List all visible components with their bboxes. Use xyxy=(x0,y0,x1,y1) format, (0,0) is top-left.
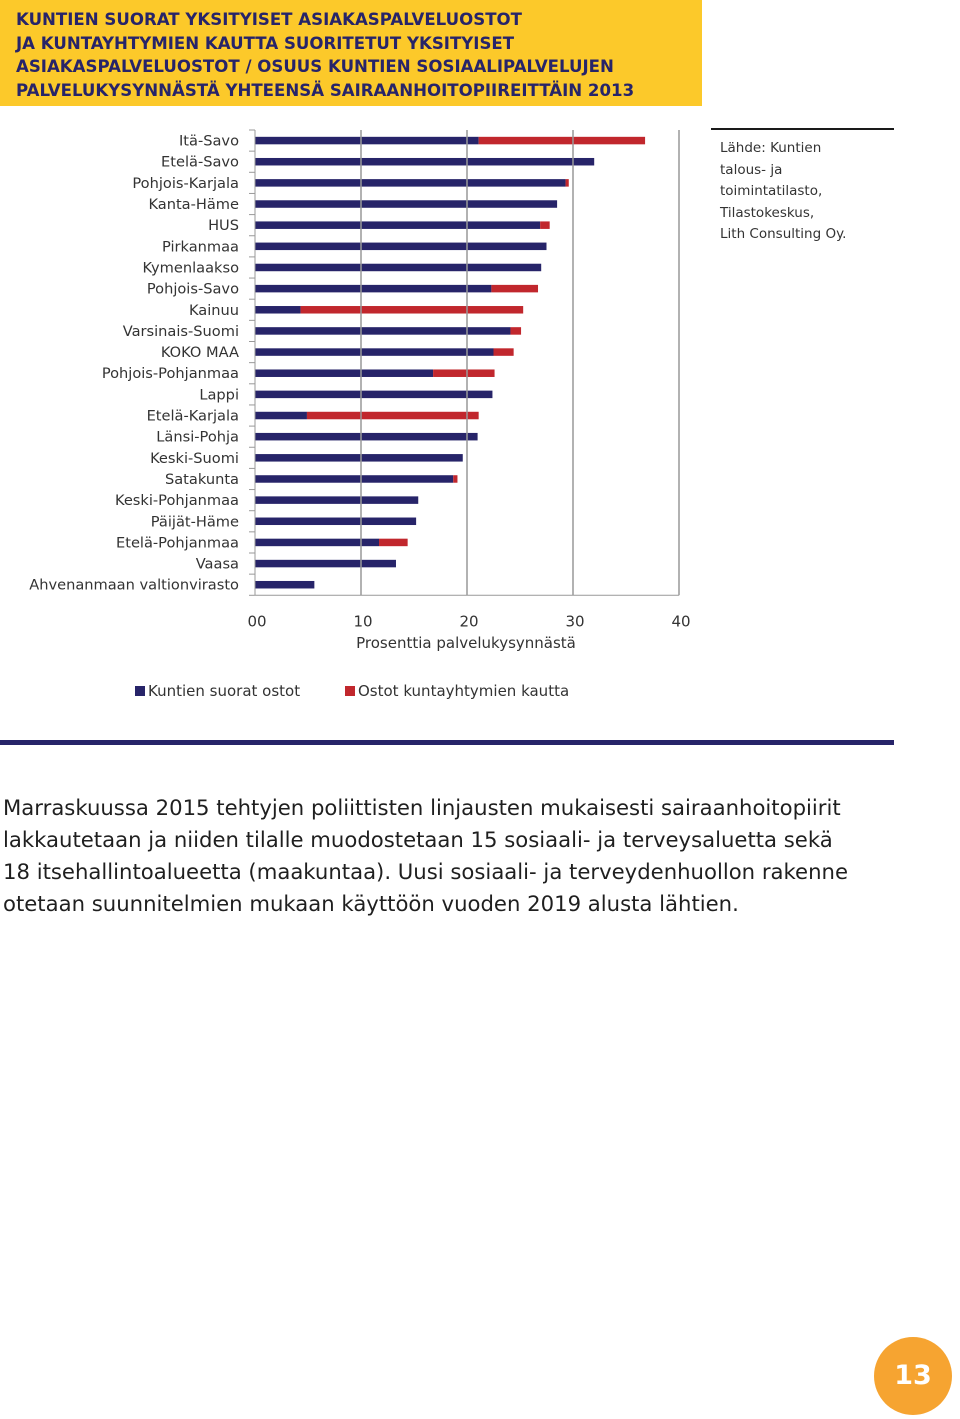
bar-direct xyxy=(255,263,542,272)
bar-federation xyxy=(510,327,522,335)
bar-federation xyxy=(478,136,646,145)
bar-direct xyxy=(255,411,307,420)
category-label: Varsinais-Suomi xyxy=(123,323,239,340)
divider-rule xyxy=(0,740,894,745)
bar-direct xyxy=(255,454,463,462)
category-label: KOKO MAA xyxy=(161,344,239,361)
bar-federation xyxy=(491,284,539,293)
bar-federation xyxy=(540,221,550,229)
bar-federation xyxy=(493,348,514,356)
category-label: Lappi xyxy=(199,386,239,403)
legend-item-direct: Kuntien suorat ostot xyxy=(135,682,300,700)
category-label: Päijät-Häme xyxy=(151,513,239,530)
bar-direct xyxy=(255,136,479,145)
axes xyxy=(249,129,680,596)
category-label: Etelä-Savo xyxy=(161,154,239,171)
x-tick-label: 30 xyxy=(565,612,584,630)
legend-swatch-direct xyxy=(135,686,145,696)
bar-direct xyxy=(255,327,511,335)
x-tick-labels: 00 10 20 30 40 xyxy=(247,612,690,630)
category-label: Kymenlaakso xyxy=(142,259,239,276)
source-line: Tilastokeskus, xyxy=(720,204,815,221)
category-label: Länsi-Pohja xyxy=(156,429,239,446)
x-tick-label: 10 xyxy=(353,612,372,630)
body-line: otetaan suunnitelmien mukaan käyttöön vu… xyxy=(3,891,739,916)
category-label: Keski-Pohjanmaa xyxy=(115,492,239,509)
source-line: Lith Consulting Oy. xyxy=(720,226,847,242)
bar-direct xyxy=(255,348,494,356)
chart-title-line-3: ASIAKASPALVELUOSTOT / OSUUS KUNTIEN SOSI… xyxy=(16,57,614,76)
category-label: Itä-Savo xyxy=(179,133,239,150)
bar-direct xyxy=(255,369,434,377)
chart-title-box: KUNTIEN SUORAT YKSITYISET ASIAKASPALVELU… xyxy=(0,0,702,106)
category-label: Pohjois-Karjala xyxy=(132,175,239,192)
bar-group xyxy=(255,136,646,589)
bar-federation xyxy=(565,179,569,187)
category-label: Kainuu xyxy=(189,302,239,319)
body-line: lakkautetaan ja niiden tilalle muodostet… xyxy=(3,827,833,852)
body-line: 18 itsehallintoalueetta (maakuntaa). Uus… xyxy=(3,859,848,884)
bar-federation xyxy=(453,475,458,483)
bar-federation xyxy=(306,411,479,420)
x-tick-label: 20 xyxy=(459,612,478,630)
legend-item-federation: Ostot kuntayhtymien kautta xyxy=(345,682,569,700)
bar-federation xyxy=(433,369,495,377)
bar-federation xyxy=(300,306,524,314)
category-label: Pirkanmaa xyxy=(162,238,239,255)
category-labels: Itä-Savo Etelä-Savo Pohjois-Karjala Kanta-H… xyxy=(29,133,239,594)
category-label: Ahvenanmaan valtionvirasto xyxy=(29,577,239,594)
x-tick-label: 00 xyxy=(247,612,266,630)
category-label: Satakunta xyxy=(165,471,239,488)
category-label: Pohjois-Pohjanmaa xyxy=(102,365,239,382)
source-line: talous- ja xyxy=(720,161,783,178)
x-axis-title: Prosenttia palvelukysynnästä xyxy=(356,634,576,652)
legend-label-federation: Ostot kuntayhtymien kautta xyxy=(358,682,570,700)
x-tick-label: 40 xyxy=(671,612,690,630)
chart-title-line-2: JA KUNTAYHTYMIEN KAUTTA SUORITETUT YKSIT… xyxy=(16,33,515,53)
stacked-bar-chart: Itä-Savo Etelä-Savo Pohjois-Karjala Kanta-H… xyxy=(29,129,691,652)
source-note: Lähde: Kuntien talous- ja toimintatilast… xyxy=(711,128,894,246)
bar-direct xyxy=(255,179,566,187)
bar-direct xyxy=(255,496,419,504)
bar-direct xyxy=(255,306,301,314)
bar-direct xyxy=(255,390,493,399)
body-line: Marraskuussa 2015 tehtyjen poliittisten … xyxy=(3,795,841,820)
page-number-badge: 13 xyxy=(874,1337,952,1415)
legend-swatch-federation xyxy=(345,686,355,696)
bar-direct xyxy=(255,242,547,251)
bar-direct xyxy=(255,559,396,568)
body-paragraph: Marraskuussa 2015 tehtyjen poliittisten … xyxy=(3,792,923,920)
category-label: Kanta-Häme xyxy=(148,196,239,213)
category-label: Etelä-Pohjanmaa xyxy=(116,534,239,551)
bar-federation xyxy=(379,538,408,547)
category-label: HUS xyxy=(208,217,239,234)
source-line: Lähde: Kuntien xyxy=(720,140,822,156)
bar-direct xyxy=(255,157,595,166)
category-label: Keski-Suomi xyxy=(150,450,239,467)
bar-direct xyxy=(255,580,315,589)
legend-label-direct: Kuntien suorat ostot xyxy=(148,682,301,700)
bar-direct xyxy=(255,200,558,208)
source-line: toimintatilasto, xyxy=(720,183,823,199)
category-label: Vaasa xyxy=(196,556,239,573)
bar-direct xyxy=(255,517,417,526)
bar-direct xyxy=(255,538,380,547)
category-label: Etelä-Karjala xyxy=(147,408,239,425)
bar-direct xyxy=(255,432,478,441)
bar-direct xyxy=(255,284,492,293)
chart-title-line-1: KUNTIEN SUORAT YKSITYISET ASIAKASPALVELU… xyxy=(16,10,522,29)
bar-direct xyxy=(255,475,454,483)
bar-direct xyxy=(255,221,541,229)
chart-title-line-4: PALVELUKYSYNNÄSTÄ YHTEENSÄ SAIRAANHOITOP… xyxy=(16,80,635,100)
category-label: Pohjois-Savo xyxy=(147,281,239,298)
